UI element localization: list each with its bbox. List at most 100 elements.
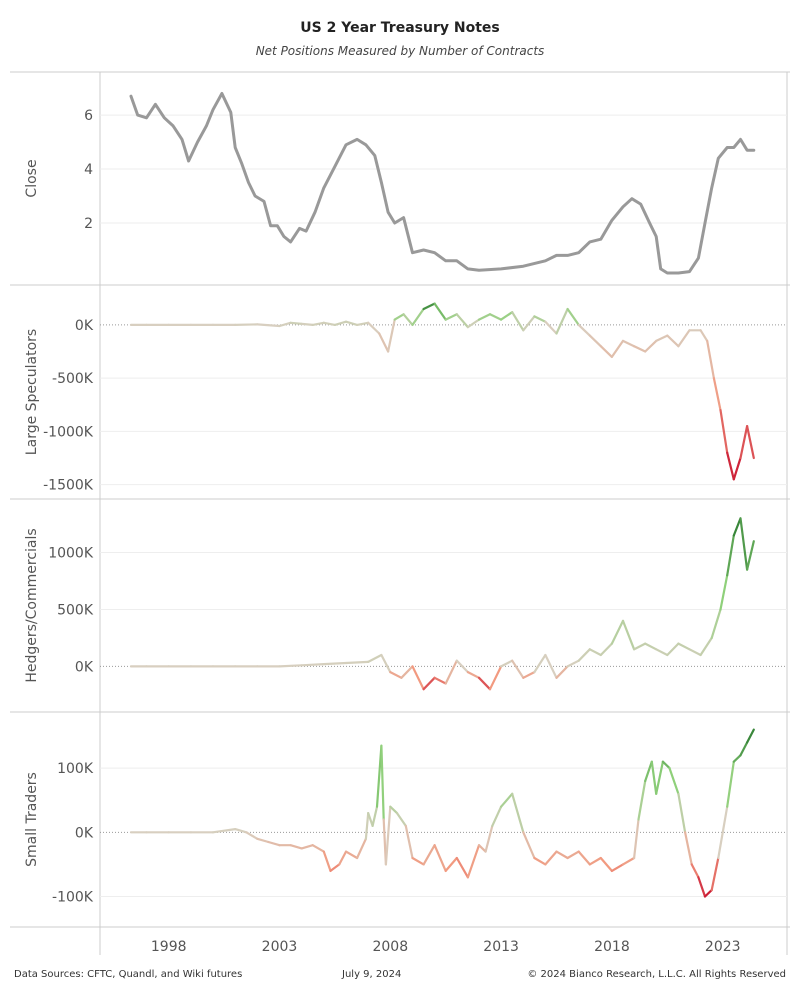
series-segment <box>444 659 458 685</box>
x-tick-label: 2013 <box>483 939 519 955</box>
series-segment <box>637 779 647 821</box>
series-segment <box>411 665 425 691</box>
series-segment <box>555 307 569 335</box>
series-segment <box>278 664 303 668</box>
y-tick-label: 0K <box>75 318 94 334</box>
series-segment <box>402 313 414 326</box>
y-tick-label: 0K <box>75 825 94 841</box>
series-segment <box>500 659 514 668</box>
y-tick-label: 2 <box>84 216 93 232</box>
series-segment <box>710 608 722 640</box>
series-segment <box>422 302 436 311</box>
close-series-line <box>129 92 756 275</box>
series-segment <box>566 850 580 860</box>
series-segment <box>699 636 713 657</box>
series-segment <box>544 320 558 335</box>
series-segment <box>322 321 336 326</box>
y-axis-label: Close <box>24 159 40 197</box>
series-segment <box>411 307 425 326</box>
series-segment <box>455 659 469 674</box>
y-tick-label: 4 <box>84 162 93 178</box>
series-segment <box>289 321 303 325</box>
series-segment <box>411 856 425 866</box>
series-segment <box>300 662 325 667</box>
series-segment <box>732 456 742 481</box>
series-segment <box>245 831 259 840</box>
series-segment <box>739 741 749 757</box>
y-tick-label: -1500K <box>43 478 94 494</box>
y-tick-label: -100K <box>52 890 94 906</box>
series-segment <box>378 332 390 353</box>
series-segment <box>644 339 658 353</box>
series-segment <box>466 670 481 679</box>
series-segment <box>367 811 374 828</box>
chart-title: US 2 Year Treasury Notes <box>300 20 500 36</box>
series-segment <box>322 661 348 666</box>
series-segment <box>599 642 614 657</box>
series-segment <box>522 831 536 860</box>
series-segment <box>655 760 665 795</box>
publication-date: July 9, 2024 <box>342 969 402 980</box>
series-segment <box>422 844 436 866</box>
series-segment <box>256 837 270 844</box>
series-segment <box>745 728 755 744</box>
series-segment <box>699 329 709 342</box>
series-segment <box>710 856 720 892</box>
series-segment <box>444 856 458 873</box>
y-tick-label: 500K <box>57 602 94 618</box>
series-segment <box>577 850 591 866</box>
series-segment <box>632 642 647 651</box>
series-segment <box>650 760 658 795</box>
y-axis-label: Large Speculators <box>24 329 40 455</box>
series-segment <box>644 760 653 783</box>
series-segment <box>488 665 503 691</box>
panel-close: 2 4 6 Close <box>24 92 787 275</box>
x-tick-label: 2003 <box>262 939 298 955</box>
series-segment <box>344 320 359 326</box>
series-segment <box>300 844 314 850</box>
y-tick-label: 0K <box>75 659 94 675</box>
series-segment <box>666 334 680 348</box>
series-segment <box>344 850 359 860</box>
panel-hedgers-commercials: 1000K 500K 0K Hedgers/Commercials <box>10 498 790 691</box>
series-segment <box>726 760 735 808</box>
series-segment <box>444 313 458 321</box>
series-segment <box>500 792 514 808</box>
series-segment <box>610 619 625 645</box>
series-segment <box>433 302 447 321</box>
x-tick-label: 2018 <box>594 939 630 955</box>
series-segment <box>739 517 749 571</box>
y-tick-label: 6 <box>84 108 93 124</box>
series-segment <box>522 315 536 332</box>
series-segment <box>395 811 407 828</box>
series-segment <box>455 856 469 879</box>
series-segment <box>719 409 729 454</box>
x-tick-label: 1998 <box>151 939 187 955</box>
series-segment <box>404 824 414 860</box>
series-segment <box>745 540 755 571</box>
series-segment <box>621 339 636 348</box>
series-segment <box>677 792 687 834</box>
series-segment <box>544 653 558 679</box>
series-segment <box>610 339 625 358</box>
copyright-note: © 2024 Bianco Research, L.L.C. All Right… <box>527 969 786 980</box>
series-segment <box>300 322 314 326</box>
series-segment <box>690 863 700 879</box>
series-segment <box>566 659 580 668</box>
series-segment <box>511 311 525 332</box>
series-segment <box>422 676 436 691</box>
series-segment <box>393 313 405 321</box>
series-segment <box>488 313 503 321</box>
series-segment <box>677 642 691 651</box>
series-segment <box>739 425 749 460</box>
series-segment <box>732 754 742 763</box>
series-segment <box>356 837 367 860</box>
series-segment <box>697 876 707 898</box>
series-segment <box>577 323 591 337</box>
series-segment <box>484 824 494 853</box>
series-segment <box>387 318 396 353</box>
series-segment <box>367 321 381 335</box>
series-segment <box>356 321 370 326</box>
x-tick-label: 2023 <box>705 939 741 955</box>
series-segment <box>644 642 658 651</box>
